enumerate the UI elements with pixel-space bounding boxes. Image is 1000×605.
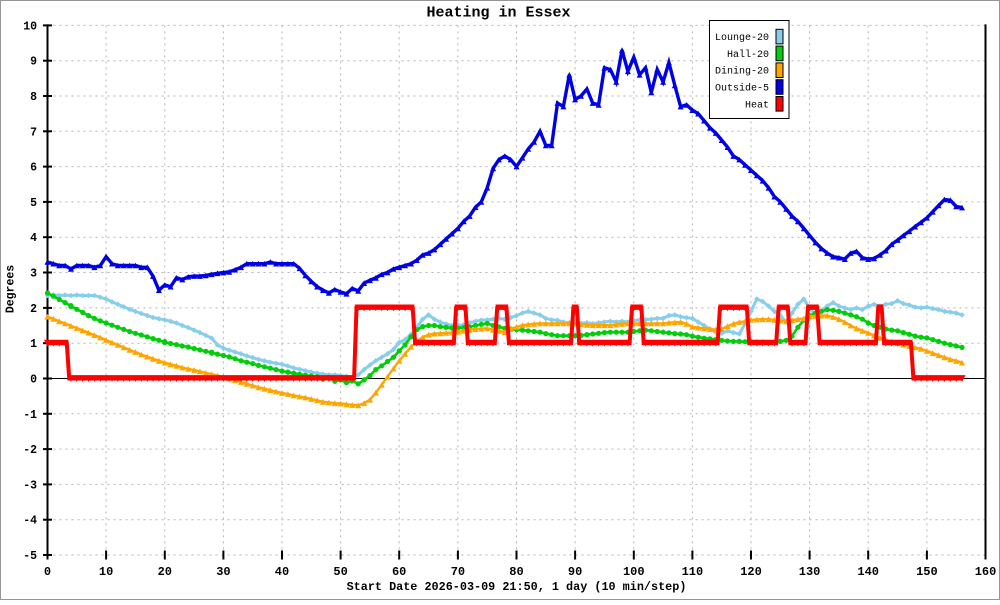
svg-text:0: 0 bbox=[30, 374, 37, 387]
svg-text:-3: -3 bbox=[23, 479, 37, 492]
svg-text:60: 60 bbox=[392, 565, 406, 579]
svg-text:-4: -4 bbox=[23, 515, 37, 528]
svg-text:6: 6 bbox=[30, 162, 37, 175]
svg-text:90: 90 bbox=[568, 565, 582, 579]
svg-text:150: 150 bbox=[916, 565, 938, 579]
svg-text:Heat: Heat bbox=[745, 100, 769, 111]
svg-text:70: 70 bbox=[451, 565, 465, 579]
svg-text:10: 10 bbox=[99, 565, 113, 579]
svg-text:7: 7 bbox=[30, 126, 37, 139]
svg-text:1: 1 bbox=[30, 338, 37, 351]
svg-text:-2: -2 bbox=[23, 444, 37, 457]
svg-text:80: 80 bbox=[509, 565, 523, 579]
svg-text:160: 160 bbox=[975, 565, 997, 579]
svg-text:Start Date 2026-03-09 21:50, 1: Start Date 2026-03-09 21:50, 1 day (10 m… bbox=[347, 580, 687, 594]
svg-text:30: 30 bbox=[216, 565, 230, 579]
svg-text:140: 140 bbox=[857, 565, 879, 579]
svg-text:Heating in Essex: Heating in Essex bbox=[426, 5, 570, 22]
svg-text:Dining-20: Dining-20 bbox=[715, 66, 769, 78]
svg-text:110: 110 bbox=[682, 565, 704, 579]
svg-text:2: 2 bbox=[30, 303, 37, 316]
svg-text:50: 50 bbox=[333, 565, 347, 579]
svg-text:Hall-20: Hall-20 bbox=[727, 49, 769, 61]
svg-text:5: 5 bbox=[30, 197, 37, 210]
svg-text:4: 4 bbox=[30, 232, 37, 245]
svg-text:130: 130 bbox=[799, 565, 821, 579]
svg-text:10: 10 bbox=[23, 20, 37, 33]
svg-text:100: 100 bbox=[623, 565, 645, 579]
svg-text:8: 8 bbox=[30, 91, 37, 104]
svg-text:-5: -5 bbox=[23, 550, 37, 563]
svg-text:9: 9 bbox=[30, 56, 37, 69]
svg-text:-1: -1 bbox=[23, 409, 37, 422]
svg-text:3: 3 bbox=[30, 268, 37, 281]
svg-text:Outside-5: Outside-5 bbox=[715, 83, 769, 95]
svg-text:Degrees: Degrees bbox=[5, 265, 18, 313]
svg-text:20: 20 bbox=[158, 565, 172, 579]
svg-text:120: 120 bbox=[740, 565, 762, 579]
svg-text:Lounge-20: Lounge-20 bbox=[715, 33, 769, 44]
svg-text:40: 40 bbox=[275, 565, 289, 579]
svg-text:0: 0 bbox=[44, 565, 51, 579]
